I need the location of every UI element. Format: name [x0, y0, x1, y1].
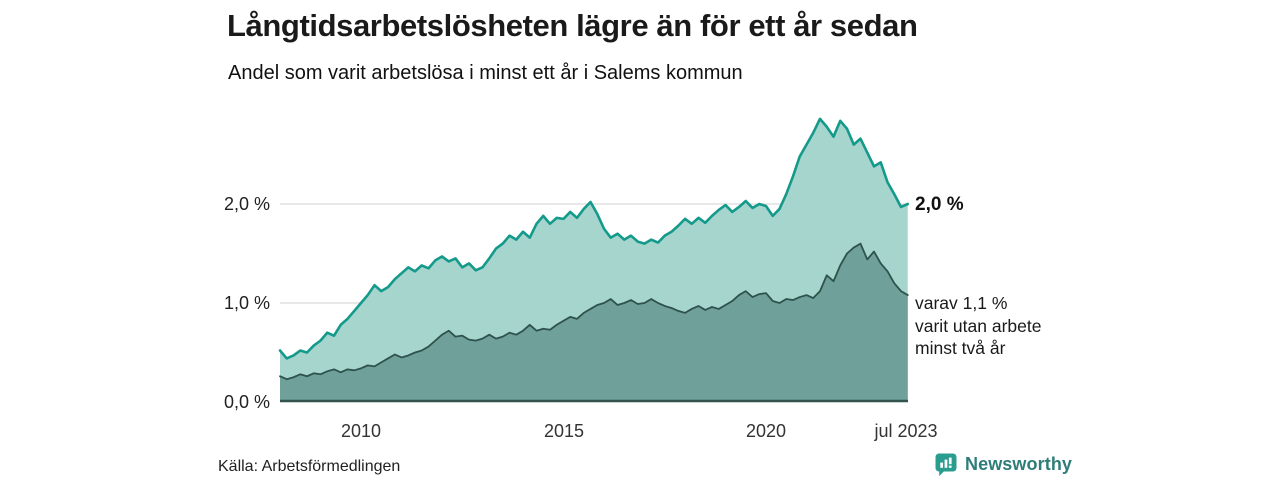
- x-axis-tick-jul2023: jul 2023: [874, 421, 938, 441]
- end-value-label-total: 2,0 %: [915, 194, 964, 215]
- chart-title: Långtidsarbetslösheten lägre än för ett …: [227, 8, 918, 43]
- newsworthy-logo[interactable]: Newsworthy: [934, 451, 1072, 477]
- source-credit: Källa: Arbetsförmedlingen: [218, 458, 401, 475]
- x-axis-tick-2015: 2015: [543, 421, 585, 441]
- x-axis-tick-2020: 2020: [745, 421, 787, 441]
- varav-line-2: varit utan arbete: [915, 315, 1042, 336]
- newsworthy-wordmark: Newsworthy: [965, 453, 1073, 474]
- newsworthy-badge-icon: [935, 453, 957, 476]
- varav-line-1: varav 1,1 %: [915, 293, 1008, 313]
- varav-line-3: minst två år: [915, 338, 1006, 358]
- y-axis-tick-0: 0,0 %: [223, 392, 270, 412]
- x-axis-tick-2010: 2010: [340, 421, 382, 441]
- y-axis-tick-2: 2,0 %: [223, 194, 270, 214]
- y-axis-tick-1: 1,0 %: [223, 293, 270, 313]
- end-value-label-varav: varav 1,1 % varit utan arbete minst två …: [915, 292, 1041, 360]
- chart-subtitle: Andel som varit arbetslösa i minst ett å…: [228, 62, 743, 84]
